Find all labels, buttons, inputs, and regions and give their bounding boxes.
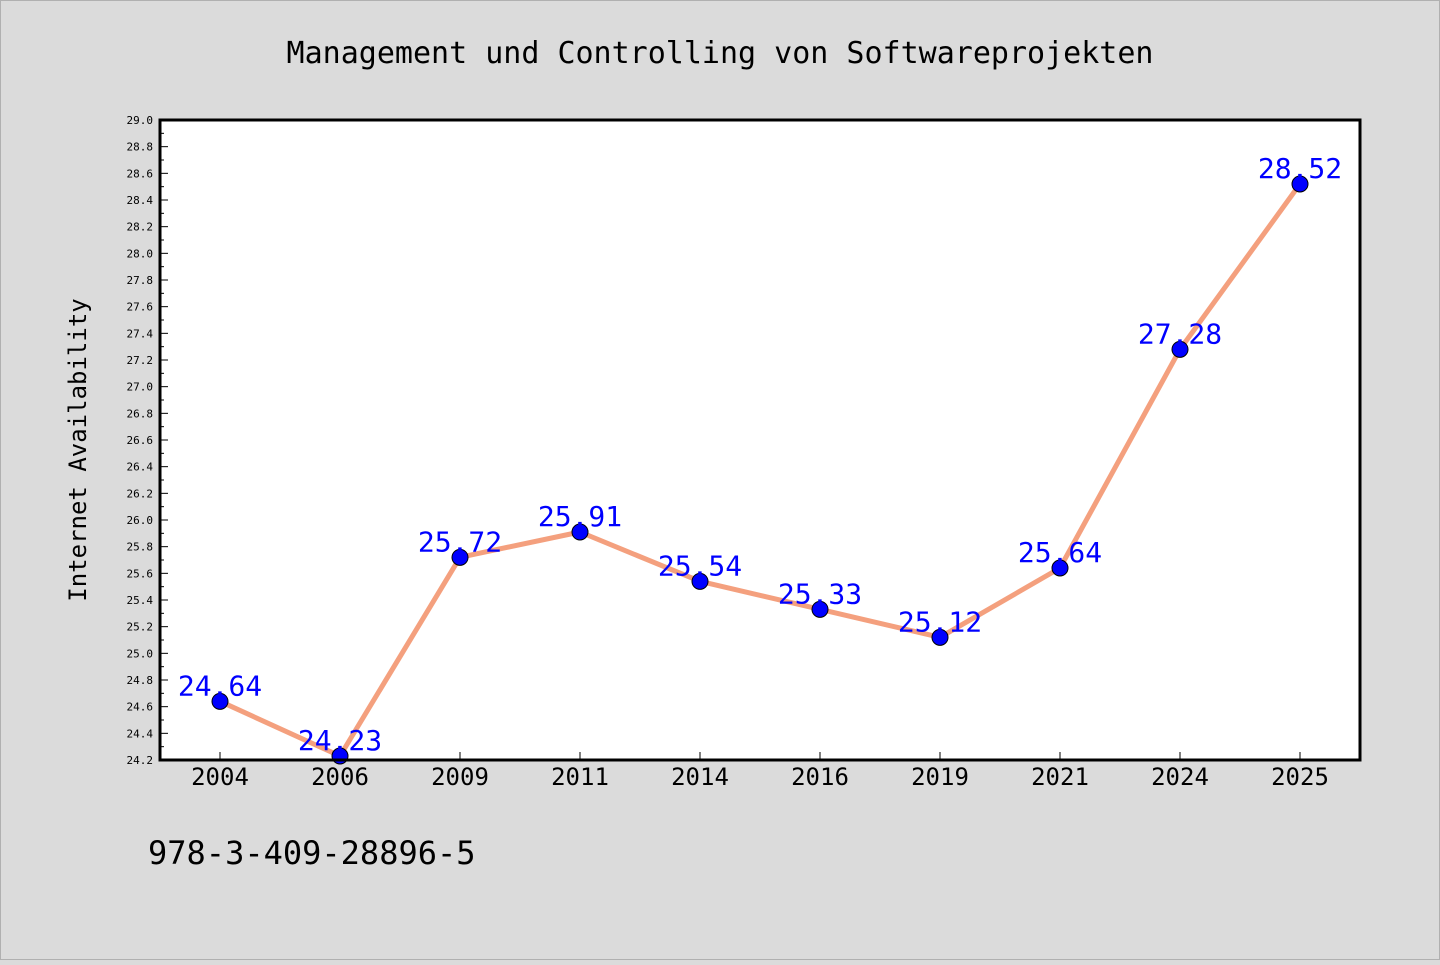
x-tick-label: 2011 (551, 763, 609, 791)
y-tick-label: 26.2 (127, 487, 154, 500)
data-point (1051, 559, 1069, 577)
y-tick-label: 24.8 (127, 674, 154, 687)
x-tick-label: 2024 (1151, 763, 1209, 791)
y-tick-label: 28.4 (127, 194, 154, 207)
y-tick-label: 28.8 (127, 141, 154, 154)
y-tick-label: 26.0 (127, 514, 154, 527)
y-tick-label: 25.4 (127, 594, 154, 607)
y-tick-label: 26.4 (127, 461, 154, 474)
y-axis-label: Internet Availability (64, 298, 92, 601)
data-point (211, 692, 229, 710)
y-tick-label: 24.6 (127, 701, 154, 714)
y-tick-label: 25.6 (127, 567, 154, 580)
x-axis-ticks: 2004 2006 2009 2011 2014 2016 2019 2021 2024 2025 (191, 752, 1329, 791)
y-tick-label: 26.6 (127, 434, 154, 447)
x-tick-label: 2021 (1031, 763, 1089, 791)
data-point (1291, 175, 1309, 193)
y-tick-label: 24.4 (127, 727, 154, 740)
y-tick-label: 27.6 (127, 301, 154, 314)
y-tick-label: 25.8 (127, 541, 154, 554)
y-tick-label: 28.0 (127, 247, 154, 260)
y-tick-label: 26.8 (127, 407, 154, 420)
plot-frame (158, 118, 1362, 762)
x-tick-label: 2014 (671, 763, 729, 791)
plot-area (160, 120, 1360, 760)
y-tick-label: 27.2 (127, 354, 154, 367)
data-label: 25.64 (1018, 536, 1102, 569)
data-label: 25.54 (658, 549, 742, 582)
y-tick-label: 27.4 (127, 327, 154, 340)
data-point (811, 600, 829, 618)
x-tick-label: 2016 (791, 763, 849, 791)
chart-title: Management und Controlling von Softwarep… (287, 36, 1154, 71)
y-tick-label: 29.0 (127, 114, 154, 127)
data-point (571, 523, 589, 541)
y-tick-label: 27.8 (127, 274, 154, 287)
isbn-label: 978-3-409-28896-5 (148, 834, 476, 872)
series-layer: 24.64 24.23 25.72 25.91 25.54 25.33 25.12 25.64… (178, 152, 1342, 765)
data-point (1171, 340, 1189, 358)
data-point (451, 548, 469, 566)
data-label: 25.12 (898, 605, 982, 638)
y-tick-label: 24.2 (127, 754, 154, 767)
data-label: 25.91 (538, 500, 622, 533)
data-point (931, 628, 949, 646)
x-tick-label: 2004 (191, 763, 249, 791)
y-tick-label: 28.2 (127, 221, 154, 234)
data-label: 28.52 (1258, 152, 1342, 185)
data-label: 27.28 (1138, 317, 1222, 350)
data-point (691, 572, 709, 590)
y-tick-label: 25.0 (127, 647, 154, 660)
y-tick-label: 27.0 (127, 381, 154, 394)
series-line (217, 181, 1303, 759)
x-tick-label: 2025 (1271, 763, 1329, 791)
data-label: 25.33 (778, 577, 862, 610)
y-tick-label: 25.2 (127, 621, 154, 634)
x-tick-label: 2009 (431, 763, 489, 791)
x-tick-label: 2019 (911, 763, 969, 791)
data-label: 24.64 (178, 669, 262, 702)
data-label: 25.72 (418, 525, 502, 558)
data-label: 24.23 (298, 724, 382, 757)
y-tick-label: 28.6 (127, 167, 154, 180)
x-tick-label: 2006 (311, 763, 369, 791)
y-axis-ticks: 24.2 24.4 24.6 24.8 25.0 25.2 25.4 25.6 25.8 26.0… (127, 114, 168, 767)
